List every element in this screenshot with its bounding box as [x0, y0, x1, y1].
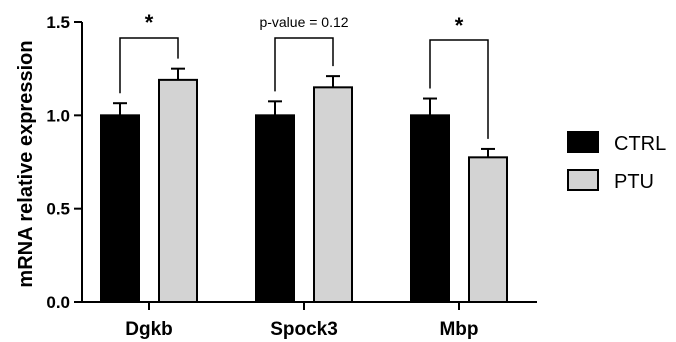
significance-label: * [145, 10, 154, 35]
y-tick-label: 1.5 [46, 13, 70, 32]
significance-bracket [119, 37, 179, 94]
bar-ptu-mbp [468, 156, 508, 303]
bar-ptu-spock3 [313, 86, 353, 304]
x-tick-label: Mbp [439, 319, 478, 340]
x-tick-label: Dgkb [125, 319, 173, 340]
legend-label-ctrl: CTRL [614, 133, 666, 155]
significance-bracket [429, 39, 489, 139]
legend-swatch-ctrl [567, 131, 599, 153]
legend-swatch-ptu [567, 169, 599, 191]
bar-ctrl-spock3 [255, 114, 295, 304]
bar-ctrl-mbp [410, 114, 450, 304]
y-tick-label: 0.0 [46, 293, 70, 312]
legend: CTRL PTU [567, 131, 666, 193]
plot-area: 0.0 0.5 1.0 1.5 Dgkb Spock3 Mbp * p-value = 0.12… [46, 10, 537, 340]
y-axis-label: mRNA relative expression [15, 40, 37, 287]
y-tick-label: 1.0 [46, 106, 70, 125]
legend-label-ptu: PTU [614, 171, 654, 193]
y-tick-label: 0.5 [46, 200, 70, 219]
significance-label: p-value = 0.12 [259, 14, 348, 30]
bar-ptu-dgkb [158, 78, 198, 303]
significance-label: * [455, 13, 464, 38]
bar-ctrl-dgkb [100, 114, 140, 304]
significance-bracket [274, 37, 334, 92]
x-tick-label: Spock3 [270, 319, 338, 340]
